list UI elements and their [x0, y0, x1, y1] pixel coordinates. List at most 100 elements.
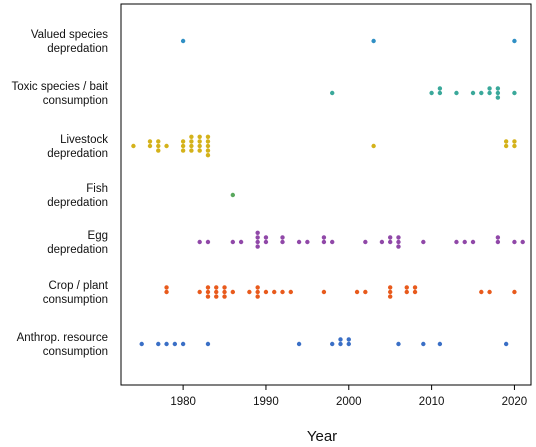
data-point	[495, 239, 501, 245]
category-label: Toxic species / bait	[11, 81, 108, 93]
data-point	[172, 341, 178, 347]
data-point	[147, 139, 153, 144]
data-point	[205, 285, 211, 290]
data-point	[222, 289, 227, 295]
data-point	[479, 90, 484, 96]
category-label: Valued species	[31, 29, 108, 41]
data-point	[255, 244, 260, 249]
data-point	[495, 95, 501, 100]
data-point	[479, 289, 484, 295]
category-label: depredation	[47, 148, 108, 160]
category-labels: Valued species depredation Toxic species /…	[11, 29, 108, 358]
data-point	[396, 341, 401, 347]
data-point	[205, 148, 211, 153]
data-point	[470, 239, 476, 245]
data-point	[470, 90, 476, 96]
plot-frame	[120, 3, 532, 386]
data-point	[272, 289, 277, 295]
category-label: Anthrop. resource	[17, 332, 108, 344]
data-point	[396, 239, 401, 245]
data-point	[421, 341, 426, 347]
data-point	[387, 235, 393, 240]
data-point	[495, 90, 501, 96]
data-point	[363, 289, 368, 295]
data-point	[495, 86, 501, 91]
data-point	[371, 143, 376, 149]
data-point	[412, 285, 418, 290]
data-point	[205, 143, 211, 149]
data-point	[404, 285, 409, 290]
category-label: depredation	[47, 197, 108, 209]
x-tick-label: 2020	[502, 396, 528, 408]
data-point	[247, 289, 252, 295]
data-point	[255, 285, 260, 290]
data-point	[197, 139, 202, 144]
data-point	[263, 289, 269, 295]
data-point	[321, 239, 327, 245]
data-point	[387, 289, 393, 295]
x-axis-ticks: 1980 1990 2000 2010 2020	[170, 385, 527, 408]
data-point	[346, 341, 351, 347]
category-label: Fish	[86, 183, 108, 195]
data-point	[371, 38, 376, 44]
data-point	[156, 139, 161, 144]
category-label: consumption	[43, 95, 108, 107]
data-point	[180, 38, 186, 44]
data-point	[429, 90, 434, 96]
data-point	[503, 143, 509, 149]
data-point	[214, 289, 219, 295]
x-axis-title: Year	[307, 428, 337, 445]
data-point	[156, 341, 161, 347]
data-point	[338, 341, 343, 347]
data-point	[197, 148, 202, 153]
data-point	[512, 239, 517, 245]
data-point	[230, 192, 236, 198]
data-point	[487, 86, 492, 91]
data-point	[205, 139, 211, 144]
data-point	[437, 341, 443, 347]
data-point	[503, 341, 509, 347]
category-label: depredation	[47, 43, 108, 55]
data-point	[387, 285, 393, 290]
data-point	[238, 239, 244, 245]
data-point	[164, 289, 169, 295]
data-point	[205, 341, 211, 347]
data-point	[280, 289, 285, 295]
data-point	[255, 294, 260, 299]
data-point	[205, 289, 211, 295]
data-point	[437, 90, 443, 96]
data-point	[512, 139, 517, 144]
category-label: Egg	[88, 230, 108, 242]
data-point	[330, 341, 335, 347]
data-point	[255, 289, 260, 295]
data-point	[462, 239, 467, 245]
data-point	[412, 289, 418, 295]
data-point	[354, 289, 360, 295]
data-point	[512, 289, 517, 295]
data-point	[197, 143, 202, 149]
data-point	[197, 289, 202, 295]
data-point	[263, 235, 269, 240]
x-tick-label: 2010	[419, 396, 445, 408]
data-point	[520, 239, 525, 245]
data-point	[139, 341, 144, 347]
data-point	[321, 235, 327, 240]
category-label: Livestock	[60, 134, 108, 146]
category-label: consumption	[43, 294, 108, 306]
data-point	[197, 134, 202, 139]
data-point	[164, 285, 169, 290]
data-point	[321, 289, 327, 295]
data-point	[495, 235, 501, 240]
data-point	[180, 143, 186, 149]
data-point	[387, 294, 393, 299]
data-point	[330, 90, 335, 96]
data-point	[296, 239, 302, 245]
category-label: depredation	[47, 244, 108, 256]
data-point	[512, 143, 517, 149]
data-point	[164, 143, 169, 149]
data-point	[396, 244, 401, 249]
data-point	[189, 134, 194, 139]
data-point	[164, 341, 169, 347]
data-point	[263, 239, 269, 245]
data-point	[330, 239, 335, 245]
